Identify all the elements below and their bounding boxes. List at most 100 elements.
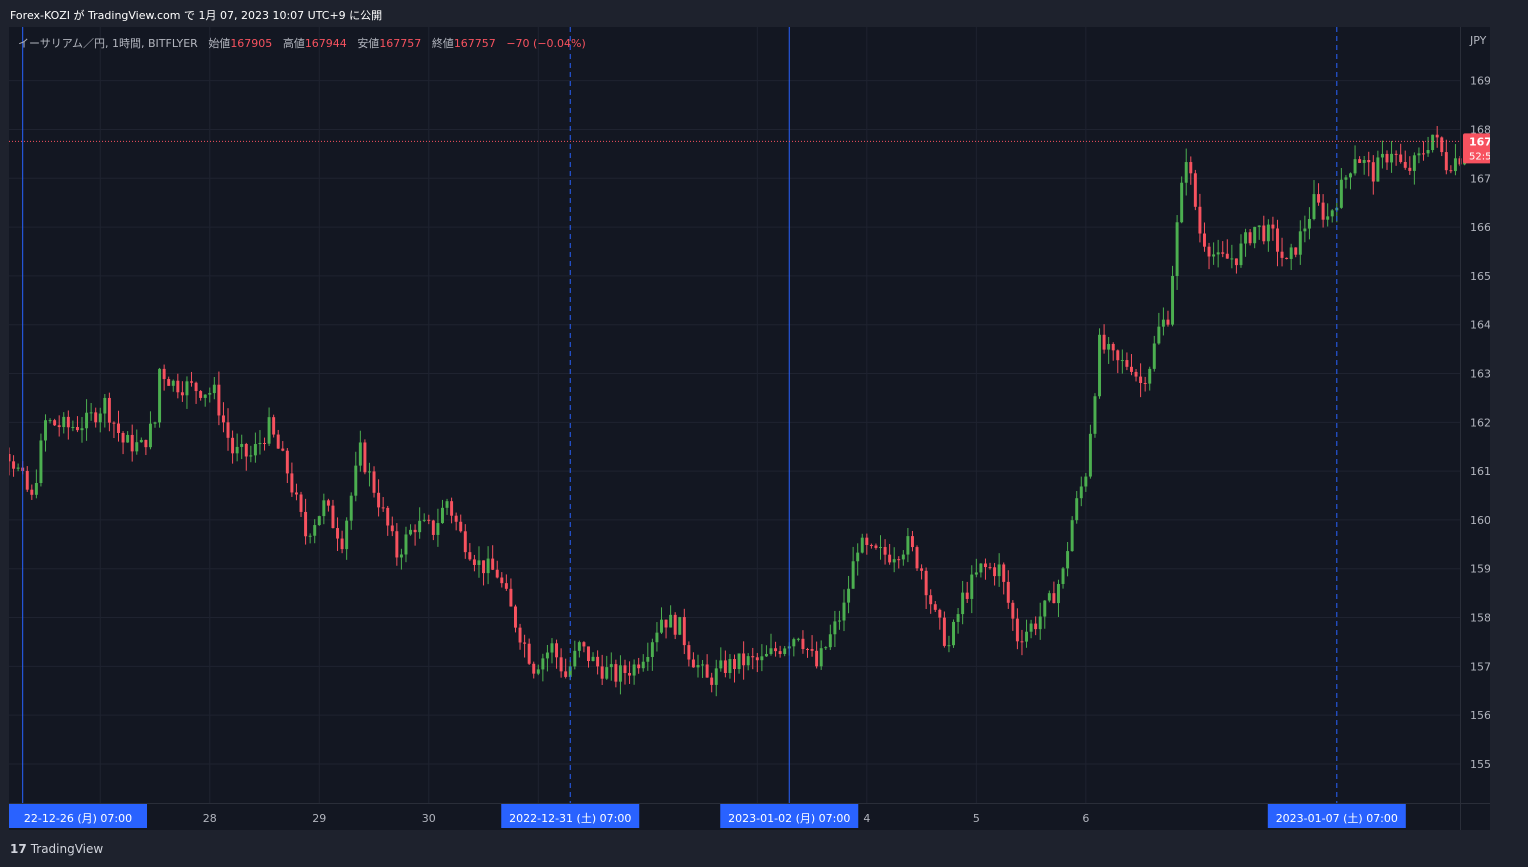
candle-body [1408,167,1412,171]
candle-body [1102,334,1106,350]
candle-body [1180,182,1184,223]
tradingview-brand[interactable]: 17 TradingView [10,842,103,856]
price-tick-label: 156000 [1470,709,1490,722]
time-tick-label: 29 [312,812,326,825]
candle-body [1129,366,1133,372]
candle-body [62,416,66,428]
candle-body [486,558,490,574]
candle-body [1280,251,1284,258]
candle-body [819,648,823,667]
candle-body [1344,177,1348,180]
candle-body [728,659,732,673]
candle-body [75,426,79,431]
candle-body [1380,153,1384,158]
price-tick-label: 157000 [1470,660,1490,673]
candle-body [755,657,759,661]
candle-body [532,663,536,674]
candle-body [760,656,764,661]
candle-body [664,619,668,628]
candle-body [1440,137,1444,153]
candle-body [1358,159,1362,163]
candle-body [1230,258,1234,260]
candle-body [1020,641,1024,643]
candle-body [1088,433,1092,477]
candle-body [263,442,267,444]
candle-body [445,501,449,508]
candle-body [1116,350,1120,361]
candle-body [135,442,139,452]
candlestick-chart[interactable]: JPY 155000 156000 157000 158000 159000 160000 1… [9,27,1490,830]
candle-body [1385,153,1389,163]
candle-body [1047,593,1051,601]
candle-body [1184,162,1188,183]
candle-body [372,471,376,493]
time-marker-label: 2023-01-02 (月) 07:00 [728,812,850,825]
candle-body [541,658,545,670]
candle-body [1161,319,1165,327]
candle-body [856,552,860,562]
candle-body [559,657,563,672]
candle-body [94,412,98,423]
current-price-badge [1463,133,1490,164]
candle-body [1207,246,1211,257]
candle-body [217,384,221,416]
candle-body [89,412,93,414]
candle-body [1157,326,1161,344]
candle-body [979,563,983,573]
candle-body [815,650,819,667]
candle-body [285,450,289,474]
candle-body [564,671,568,677]
candle-body [673,614,677,635]
candle-body [974,572,978,575]
candle-body [345,520,349,550]
time-marker-badge [9,804,147,828]
candle-body [518,627,522,643]
candle-body [833,621,837,635]
price-tick-label: 164000 [1470,319,1490,332]
candle-body [103,397,107,414]
candle-body [1285,257,1289,259]
candle-body [231,437,235,454]
chart-area[interactable]: JPY 155000 156000 157000 158000 159000 160000 1… [9,27,1490,830]
candle-body [162,368,166,380]
candle-body [240,444,244,447]
candle-body [1216,252,1220,255]
candle-body [185,381,189,396]
candle-body [299,494,303,512]
candle-body [1298,231,1302,255]
candle-body [258,442,262,445]
time-marker-label: 2023-01-07 (土) 07:00 [1276,812,1398,825]
price-tick-label: 166000 [1470,221,1490,234]
candle-body [796,638,800,640]
change-value: −70 (−0.04%) [506,37,586,50]
time-tick-label: 5 [973,812,980,825]
time-marker-label: 2022-12-31 (土) 07:00 [509,812,631,825]
candle-body [983,563,987,568]
candle-body [80,428,84,431]
close-value: 167757 [453,37,496,50]
candle-body [1371,162,1375,182]
candle-body [1111,343,1115,351]
candle-body [482,560,486,574]
symbol-legend: イーサリアム／円, 1時間, BITFLYER 始値167905 高値16794… [18,35,586,51]
tradingview-logo-icon: 17 [10,842,27,856]
candle-body [988,567,992,569]
time-tick-label: 4 [863,812,870,825]
candle-body [536,669,540,674]
candle-body [107,397,111,423]
candle-body [436,523,440,535]
candle-body [48,420,52,422]
candle-body [304,511,308,537]
candle-body [646,656,650,662]
candle-body [869,544,873,546]
candle-body [1202,233,1206,247]
candle-body [956,614,960,622]
high-label: 高値 [282,37,305,50]
candle-body [148,423,152,448]
candle-body [1093,396,1097,434]
candle-body [153,422,157,424]
candle-body [655,632,659,643]
candle-body [418,520,422,533]
candle-body [897,559,901,561]
candle-body [746,656,750,666]
